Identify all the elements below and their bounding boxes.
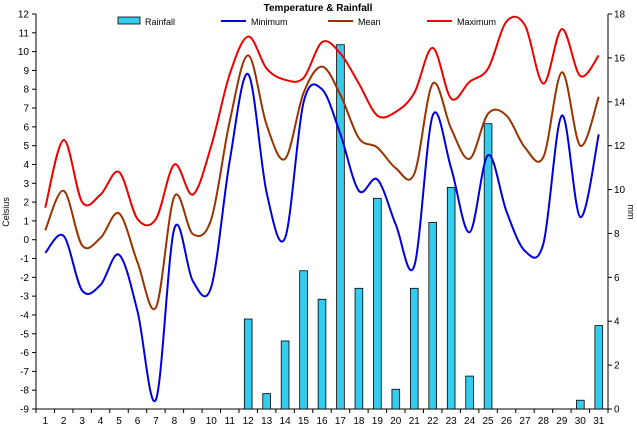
- x-tick-label: 7: [153, 416, 159, 427]
- rainfall-bar: [263, 394, 271, 409]
- y-tick-label-left: 4: [23, 160, 29, 171]
- y-tick-label-left: 1: [23, 216, 29, 227]
- y-tick-label-left: 11: [19, 28, 30, 39]
- y-tick-label-right: 6: [614, 273, 620, 284]
- x-tick-label: 27: [519, 416, 531, 427]
- y-tick-label-left: -9: [20, 405, 29, 416]
- y-tick-label-left: 3: [23, 179, 29, 190]
- x-tick-label: 13: [261, 416, 273, 427]
- rainfall-bar: [429, 222, 437, 409]
- x-tick-label: 21: [409, 416, 421, 427]
- x-tick-label: 8: [172, 416, 178, 427]
- rainfall-bar: [447, 187, 455, 409]
- y-tick-label-right: 16: [614, 53, 626, 64]
- rainfall-bar: [373, 198, 381, 409]
- y-tick-label-left: -2: [20, 273, 29, 284]
- y-axis-label-left: Celsius: [1, 197, 11, 227]
- rainfall-bar: [355, 288, 363, 409]
- x-tick-label: 9: [190, 416, 196, 427]
- x-tick-label: 1: [42, 416, 48, 427]
- y-tick-label-right: 12: [614, 141, 626, 152]
- y-tick-label-left: -5: [20, 329, 29, 340]
- x-tick-label: 18: [353, 416, 365, 427]
- x-tick-label: 20: [390, 416, 402, 427]
- x-tick-label: 4: [98, 416, 104, 427]
- x-tick-label: 19: [372, 416, 384, 427]
- x-tick-label: 26: [501, 416, 513, 427]
- rainfall-bar: [281, 341, 289, 409]
- y-tick-label-right: 2: [614, 361, 620, 372]
- y-tick-label-left: 8: [23, 85, 29, 96]
- x-tick-label: 30: [575, 416, 587, 427]
- x-tick-label: 15: [298, 416, 310, 427]
- rainfall-bar: [300, 271, 308, 409]
- rainfall-bar: [576, 400, 584, 409]
- y-tick-label-right: 0: [614, 405, 620, 416]
- y-tick-label-right: 18: [614, 10, 626, 21]
- x-tick-label: 10: [206, 416, 218, 427]
- y-tick-label-right: 14: [614, 97, 626, 108]
- y-tick-label-left: -8: [20, 386, 29, 397]
- rainfall-bar: [410, 288, 418, 409]
- x-tick-label: 23: [446, 416, 458, 427]
- rainfall-bar: [466, 376, 474, 409]
- x-tick-label: 17: [335, 416, 347, 427]
- legend-label-minimum: Minimum: [251, 17, 288, 27]
- x-tick-label: 31: [593, 416, 605, 427]
- y-tick-label-left: 12: [18, 10, 30, 21]
- chart-title: Temperature & Rainfall: [264, 3, 373, 14]
- x-tick-label: 3: [79, 416, 85, 427]
- y-tick-label-left: 9: [23, 66, 29, 77]
- x-tick-label: 12: [243, 416, 255, 427]
- y-tick-label-left: 7: [23, 104, 29, 115]
- rainfall-bar: [318, 299, 326, 409]
- rainfall-bar: [595, 326, 603, 409]
- rainfall-bar: [392, 389, 400, 409]
- x-tick-label: 28: [538, 416, 550, 427]
- y-tick-label-left: 2: [23, 198, 29, 209]
- y-tick-label-left: 6: [23, 122, 29, 133]
- x-tick-label: 11: [225, 416, 236, 427]
- y-tick-label-right: 8: [614, 229, 620, 240]
- y-tick-label-left: 0: [23, 235, 29, 246]
- rainfall-bar: [244, 319, 252, 409]
- rainfall-bar: [484, 124, 492, 409]
- y-tick-label-left: -7: [20, 367, 29, 378]
- y-tick-label-left: -4: [20, 310, 29, 321]
- y-tick-label-left: 10: [18, 47, 30, 58]
- legend-label-mean: Mean: [358, 17, 381, 27]
- legend-label-rainfall: Rainfall: [145, 17, 175, 27]
- y-tick-label-left: -6: [20, 348, 29, 359]
- y-tick-label-right: 10: [614, 185, 626, 196]
- y-tick-label-left: 5: [23, 141, 29, 152]
- legend-label-maximum: Maximum: [457, 17, 496, 27]
- x-tick-label: 22: [427, 416, 439, 427]
- x-tick-label: 14: [280, 416, 292, 427]
- y-tick-label-left: -3: [20, 292, 29, 303]
- x-tick-label: 24: [464, 416, 476, 427]
- y-tick-label-right: 4: [614, 317, 620, 328]
- x-tick-label: 16: [316, 416, 328, 427]
- x-tick-label: 6: [135, 416, 141, 427]
- x-tick-label: 5: [116, 416, 122, 427]
- legend-swatch-rainfall: [118, 17, 140, 24]
- x-tick-label: 25: [483, 416, 495, 427]
- x-tick-label: 29: [556, 416, 568, 427]
- y-tick-label-left: -1: [20, 254, 29, 265]
- x-tick-label: 2: [61, 416, 67, 427]
- y-axis-label-right: mm: [626, 205, 636, 220]
